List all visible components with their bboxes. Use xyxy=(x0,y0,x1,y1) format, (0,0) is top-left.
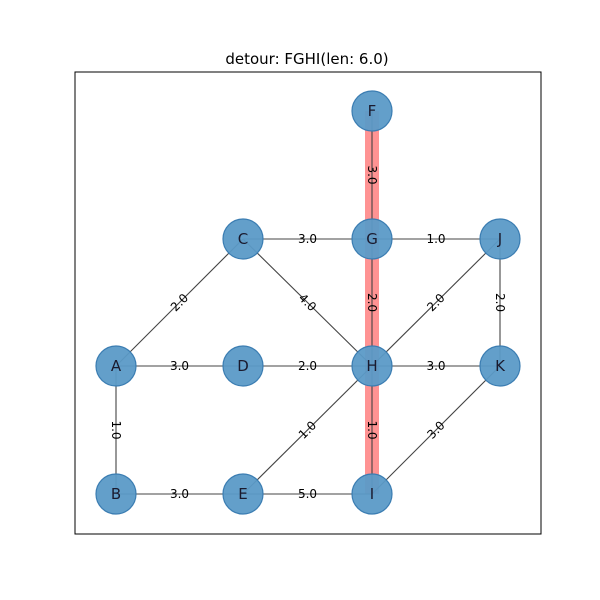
edge-label-HK: 3.0 xyxy=(426,359,445,373)
edge-layer xyxy=(115,111,501,495)
edge-label-AB: 1.0 xyxy=(109,420,123,439)
svg-text:F: F xyxy=(368,102,377,120)
node-J: J xyxy=(479,218,521,260)
svg-text:3.0: 3.0 xyxy=(170,359,189,373)
svg-text:3.0: 3.0 xyxy=(426,359,445,373)
edge-label-EI: 5.0 xyxy=(298,487,317,501)
node-G: G xyxy=(351,218,393,260)
edge-IK xyxy=(371,365,501,495)
edge-label-GJ: 1.0 xyxy=(426,232,445,246)
svg-text:H: H xyxy=(366,357,377,375)
edge-label-layer: 2.03.01.03.03.04.02.01.05.03.01.02.0 2.03… xyxy=(109,165,507,501)
edge-label-DH: 2.0 xyxy=(298,359,317,373)
svg-text:3.0: 3.0 xyxy=(365,165,379,184)
node-E: E xyxy=(222,473,264,515)
node-A: A xyxy=(95,345,137,387)
node-K: K xyxy=(479,345,521,387)
svg-text:3.0: 3.0 xyxy=(298,232,317,246)
svg-text:D: D xyxy=(237,357,249,375)
node-H: H xyxy=(351,345,393,387)
edge-label-GH: 2.0 xyxy=(365,293,379,312)
svg-text:1.0: 1.0 xyxy=(365,420,379,439)
svg-text:5.0: 5.0 xyxy=(298,487,317,501)
svg-text:B: B xyxy=(111,485,121,503)
svg-text:G: G xyxy=(366,230,378,248)
svg-text:3.0: 3.0 xyxy=(170,487,189,501)
node-layer: A B C D E F G H I J K xyxy=(95,90,521,515)
node-D: D xyxy=(222,345,264,387)
figure-title: detour: FGHI(len: 6.0) xyxy=(225,50,388,68)
svg-text:J: J xyxy=(497,230,502,248)
edge-label-AD: 3.0 xyxy=(170,359,189,373)
node-F: F xyxy=(351,90,393,132)
edge-label-BE: 3.0 xyxy=(170,487,189,501)
svg-text:E: E xyxy=(238,485,247,503)
edge-label-JK: 2.0 xyxy=(493,293,507,312)
svg-text:C: C xyxy=(238,230,248,248)
svg-text:2.0: 2.0 xyxy=(493,293,507,312)
plot-frame xyxy=(74,71,542,535)
edge-AC xyxy=(115,238,244,367)
svg-text:1.0: 1.0 xyxy=(109,420,123,439)
svg-text:1.0: 1.0 xyxy=(426,232,445,246)
svg-text:A: A xyxy=(111,357,122,375)
node-I: I xyxy=(351,473,393,515)
svg-text:I: I xyxy=(370,485,374,503)
svg-text:2.0: 2.0 xyxy=(365,293,379,312)
edge-EH xyxy=(242,365,373,495)
edge-label-FG: 3.0 xyxy=(365,165,379,184)
edge-label-HI: 1.0 xyxy=(365,420,379,439)
edge-CH xyxy=(242,238,373,367)
node-C: C xyxy=(222,218,264,260)
edge-label-CG: 3.0 xyxy=(298,232,317,246)
svg-text:2.0: 2.0 xyxy=(298,359,317,373)
node-B: B xyxy=(95,473,137,515)
svg-text:K: K xyxy=(495,357,506,375)
edge-HJ xyxy=(371,238,501,367)
